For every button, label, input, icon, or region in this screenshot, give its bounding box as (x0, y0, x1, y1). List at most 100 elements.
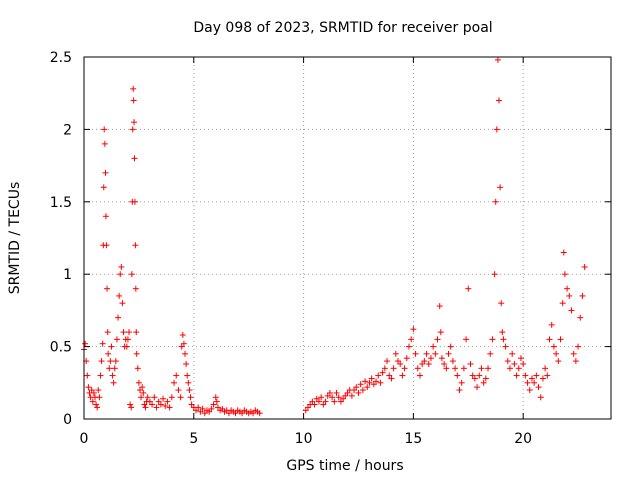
data-point (175, 387, 182, 394)
data-point (436, 303, 443, 310)
data-point (364, 384, 371, 391)
data-point (493, 126, 500, 133)
data-point (414, 365, 421, 372)
data-point (480, 379, 487, 386)
data-point (157, 401, 164, 408)
data-point (524, 379, 531, 386)
data-point (102, 213, 109, 220)
data-point (131, 155, 138, 162)
data-point (557, 336, 564, 343)
data-point (186, 387, 193, 394)
data-point (548, 321, 555, 328)
data-point (460, 365, 467, 372)
data-point (89, 398, 96, 405)
x-tick-label: 20 (514, 431, 532, 447)
y-axis-label: SRMTID / TECUs (7, 182, 23, 295)
data-point (357, 381, 364, 388)
grid (84, 57, 611, 419)
data-point (131, 119, 138, 126)
data-point (85, 384, 92, 391)
data-point (471, 375, 478, 382)
data-point (403, 355, 410, 362)
data-point (526, 387, 533, 394)
data-point (528, 375, 535, 382)
data-point (348, 392, 355, 399)
data-point (441, 360, 448, 367)
data-point (408, 336, 415, 343)
data-point (126, 329, 133, 336)
data-point (93, 401, 100, 408)
data-point (106, 365, 113, 372)
data-point (160, 395, 167, 402)
data-point (90, 389, 97, 396)
data-point (210, 401, 217, 408)
data-point (355, 389, 362, 396)
data-point (467, 360, 474, 367)
data-point (381, 365, 388, 372)
data-point (474, 384, 481, 391)
data-point (412, 350, 419, 357)
data-point (311, 401, 318, 408)
data-point (568, 307, 575, 314)
data-point (564, 285, 571, 292)
data-point (166, 404, 173, 411)
data-point (513, 372, 520, 379)
data-point (506, 365, 513, 372)
data-point (581, 263, 588, 270)
data-point (478, 365, 485, 372)
data-point (544, 372, 551, 379)
data-point (405, 343, 412, 350)
data-point (99, 340, 106, 347)
data-point (427, 355, 434, 362)
data-point (520, 360, 527, 367)
data-point (128, 404, 135, 411)
data-point (208, 405, 215, 412)
data-point (550, 343, 557, 350)
data-point (164, 398, 171, 405)
data-point (128, 271, 135, 278)
data-point (449, 358, 456, 365)
data-point (331, 398, 338, 405)
data-point (430, 343, 437, 350)
data-point (171, 379, 178, 386)
data-point (546, 336, 553, 343)
data-point (100, 184, 107, 191)
data-point (531, 379, 538, 386)
data-point (401, 365, 408, 372)
data-point (322, 398, 329, 405)
data-point (553, 350, 560, 357)
data-point (318, 394, 325, 401)
data-point (102, 169, 109, 176)
data-point (489, 336, 496, 343)
data-point (491, 271, 498, 278)
data-point (138, 394, 145, 401)
data-point (498, 300, 505, 307)
y-tick-label: 1 (63, 267, 72, 283)
data-point (144, 394, 151, 401)
data-point (103, 242, 110, 249)
data-point (184, 372, 191, 379)
data-point (366, 379, 373, 386)
data-point (577, 314, 584, 321)
data-point (390, 365, 397, 372)
data-point (335, 394, 342, 401)
data-point (443, 365, 450, 372)
data-point (84, 372, 91, 379)
data-point (410, 326, 417, 333)
x-tick-label: 5 (189, 431, 198, 447)
data-point (522, 372, 529, 379)
y-tick-label: 2 (63, 122, 72, 138)
data-point (151, 394, 158, 401)
data-point (535, 384, 542, 391)
data-point (421, 358, 428, 365)
data-point (129, 126, 136, 133)
data-point (533, 372, 540, 379)
data-point (539, 375, 546, 382)
data-point (485, 365, 492, 372)
data-point (182, 350, 189, 357)
data-point (496, 97, 503, 104)
data-point (94, 404, 101, 411)
data-point (329, 394, 336, 401)
data-point (509, 350, 516, 357)
